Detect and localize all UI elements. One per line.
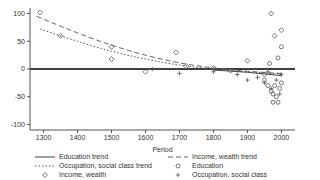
svg-text:1300: 1300	[36, 134, 52, 141]
svg-text:50: 50	[17, 38, 25, 45]
svg-text:-50: -50	[15, 93, 25, 100]
html-text:Occupation, social class: Occupation, social class	[192, 171, 268, 178]
svg-text:1700: 1700	[172, 134, 188, 141]
svg-text:1800: 1800	[206, 134, 222, 141]
svg-text:1600: 1600	[138, 134, 154, 141]
svg-text:1500: 1500	[104, 134, 120, 141]
html-text:Occupation, social class trend: Occupation, social class trend	[59, 162, 152, 169]
html-text:Education: Education	[192, 162, 224, 169]
svg-text:-100: -100	[11, 121, 25, 128]
svg-text:Period: Period	[152, 146, 172, 152]
html-text:Income, wealth: Income, wealth	[59, 171, 107, 178]
svg-text:2000: 2000	[274, 134, 290, 141]
svg-text:1900: 1900	[240, 134, 256, 141]
svg-text:0: 0	[21, 65, 25, 72]
html-text:Education trend: Education trend	[59, 153, 108, 160]
svg-text:100: 100	[13, 10, 25, 17]
svg-text:1400: 1400	[70, 134, 86, 141]
html-text:Income, wealth trend: Income, wealth trend	[192, 153, 257, 160]
